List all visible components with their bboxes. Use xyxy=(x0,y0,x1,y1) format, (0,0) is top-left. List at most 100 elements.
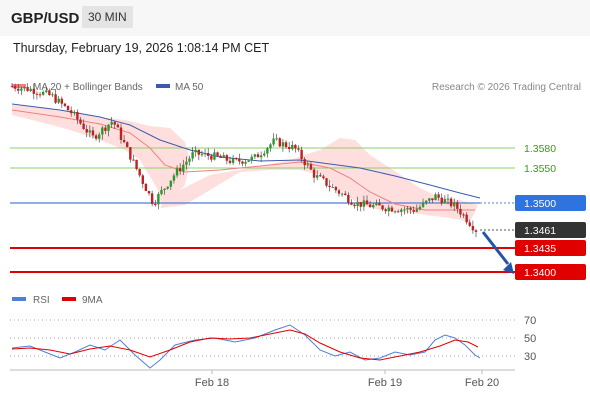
candle-body xyxy=(126,142,129,148)
candle-body xyxy=(281,142,285,147)
candle-body xyxy=(409,207,412,210)
candle-body xyxy=(291,144,294,150)
symbol-title: GBP/USD xyxy=(11,10,80,27)
candle-body xyxy=(197,149,201,155)
support-tag-1 xyxy=(515,240,586,256)
candle-body xyxy=(462,214,465,216)
rsi-tick-50: 50 xyxy=(524,333,536,345)
candle-body xyxy=(331,186,334,188)
candle-body xyxy=(347,195,350,203)
candle-body xyxy=(263,153,266,156)
candle-body xyxy=(453,202,456,207)
bollinger-band xyxy=(160,138,478,222)
candle-body xyxy=(85,129,88,133)
bollinger-band-upper-left xyxy=(12,105,190,208)
candle-body xyxy=(132,159,135,161)
candle-body xyxy=(182,164,185,172)
candle-body xyxy=(160,189,163,195)
candle-body xyxy=(57,98,60,103)
timeframe-badge[interactable]: 30 MIN xyxy=(82,6,133,28)
candle-body xyxy=(465,214,468,223)
candle-body xyxy=(210,155,213,160)
candle-body xyxy=(334,186,338,191)
candle-body xyxy=(20,88,23,91)
candle-body xyxy=(69,110,73,114)
candle-body xyxy=(178,168,182,172)
candle-body xyxy=(76,111,79,120)
candle-body xyxy=(82,123,85,130)
candle-body xyxy=(26,86,29,91)
candle-body xyxy=(51,94,54,96)
candle-body xyxy=(303,159,306,166)
arrow-head-icon xyxy=(503,262,514,274)
candle-body xyxy=(241,161,244,164)
candle-body xyxy=(172,175,176,181)
candlestick-series xyxy=(10,83,478,238)
chart-datetime: Thursday, February 19, 2026 1:08:14 PM C… xyxy=(13,41,270,55)
candle-body xyxy=(275,138,278,140)
candle-body xyxy=(17,88,20,91)
candle-body xyxy=(228,160,232,163)
candle-body xyxy=(122,139,126,143)
candle-body xyxy=(378,202,381,206)
candle-body xyxy=(396,211,400,213)
candle-body xyxy=(269,144,272,149)
ma50-legend-label: MA 50 xyxy=(175,82,204,93)
candle-body xyxy=(116,124,120,128)
candle-body xyxy=(437,194,440,198)
candle-body xyxy=(250,156,253,161)
candle-body xyxy=(350,202,353,205)
candle-body xyxy=(368,204,372,208)
candle-body xyxy=(247,160,250,162)
candle-body xyxy=(359,202,362,207)
candle-body xyxy=(306,164,310,166)
candle-body xyxy=(300,149,303,160)
support-label-2: 1.3400 xyxy=(524,267,556,279)
candle-body xyxy=(97,134,101,139)
candle-body xyxy=(88,130,92,133)
candle-body xyxy=(406,207,409,210)
candle-body xyxy=(381,205,384,210)
candle-body xyxy=(403,209,406,211)
candle-body xyxy=(468,222,471,226)
candle-body xyxy=(340,193,344,195)
rsi-ma-line xyxy=(11,329,479,361)
candle-body xyxy=(101,127,104,135)
candle-body xyxy=(63,103,67,106)
candle-body xyxy=(144,183,148,192)
rsi-swatch xyxy=(12,297,26,301)
candle-body xyxy=(13,86,17,89)
candle-body xyxy=(238,158,241,162)
candle-body xyxy=(188,158,191,162)
x-tick-feb18: Feb 18 xyxy=(195,377,229,389)
candle-body xyxy=(456,202,459,209)
candle-body xyxy=(278,138,282,147)
candle-body xyxy=(315,175,319,178)
candle-body xyxy=(325,178,328,186)
candle-body xyxy=(365,200,369,205)
rsi-legend-label: RSI xyxy=(33,295,50,306)
x-tick-feb20: Feb 20 xyxy=(465,377,499,389)
candle-body xyxy=(38,94,42,96)
candle-body xyxy=(459,208,462,215)
candle-body xyxy=(147,191,151,194)
candle-body xyxy=(113,121,116,125)
candle-body xyxy=(23,86,26,89)
candle-body xyxy=(297,148,300,150)
candle-body xyxy=(10,86,14,88)
candle-body xyxy=(163,188,166,190)
projection-arrow xyxy=(481,231,510,265)
candle-body xyxy=(253,154,257,157)
current-price-label: 1.3461 xyxy=(524,225,556,237)
candle-body xyxy=(235,158,238,160)
candle-body xyxy=(185,161,188,165)
candle-body xyxy=(110,121,113,125)
candle-body xyxy=(157,194,160,205)
candle-body xyxy=(434,194,437,201)
candle-body xyxy=(32,88,35,94)
candle-body xyxy=(154,204,157,206)
candle-body xyxy=(284,142,288,147)
ma20-legend-label: MA 20 + Bollinger Bands xyxy=(33,82,143,93)
candle-body xyxy=(393,211,397,213)
